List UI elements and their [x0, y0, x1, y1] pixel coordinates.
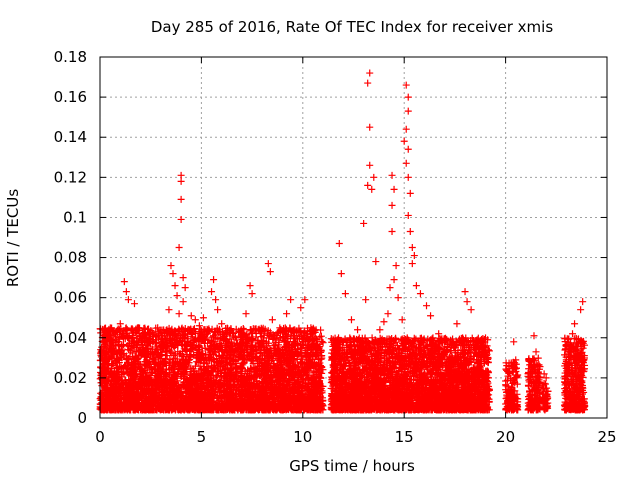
data-point-1002 — [319, 339, 327, 347]
data-points — [96, 69, 589, 414]
